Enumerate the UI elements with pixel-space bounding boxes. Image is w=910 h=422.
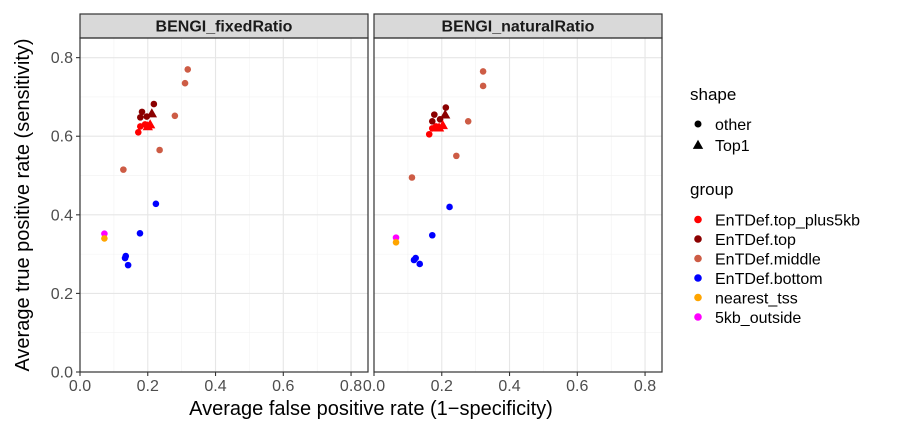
data-point [150,100,158,108]
group-legend-title: group [690,180,733,199]
panel-1: BENGI_fixedRatio 0.0 0.2 0.4 0.6 0.8 [69,13,369,395]
x-tick-label: 0.4 [498,378,520,395]
legend-key-circle [694,120,702,128]
data-point [431,111,438,118]
legend: shape other Top1 group EnTDef.top_plus5kb EnT… [690,85,860,327]
legend-key-color [694,215,702,224]
data-point [392,234,400,241]
legend-key-color [694,254,702,263]
x-tick-label: 0.4 [204,378,226,395]
legend-key-color [694,235,702,243]
legend-key-color [694,293,702,302]
data-point [453,152,460,160]
facet-strip-label: BENGI_fixedRatio [156,19,293,36]
shape-legend-title: shape [690,85,736,104]
data-point [120,166,127,173]
data-point [138,108,146,116]
x-tick-label: 0.2 [431,378,453,395]
y-tick-label: 0.2 [51,286,73,303]
data-point [171,112,179,120]
panel-2: BENGI_naturalRatio 0.0 0.2 0.4 0.6 0.8 [363,13,663,395]
panel-background [374,38,662,372]
data-point [124,261,132,269]
x-tick-label: 0.8 [634,378,656,395]
group-legend-label: EnTDef.middle [715,252,821,269]
facet-strip [79,13,369,39]
panel-background [80,38,368,372]
panel-border [373,37,663,373]
y-tick-label: 0.6 [51,129,73,146]
group-legend-label: EnTDef.top [715,232,796,249]
data-point [425,130,433,138]
y-axis-title: Average true positive rate (sensitivity) [12,38,34,371]
data-point [479,82,487,90]
data-point [137,114,144,121]
legend-key-color [694,313,702,321]
data-point-triangle [437,120,448,130]
facet-strip [373,13,663,39]
x-tick-label: 0.2 [137,378,159,395]
group-legend-label: nearest_tss [715,291,798,308]
data-point [416,260,424,268]
data-point [412,254,419,262]
data-point [101,235,108,242]
data-point-triangle [144,119,156,129]
panel-border [79,37,369,373]
group-legend-label: EnTDef.bottom [715,271,823,288]
data-point [464,118,472,125]
y-tick-label: 0.4 [51,207,73,224]
data-point [479,68,487,75]
group-legend-label: 5kb_outside [715,310,801,327]
legend-key-triangle [692,139,704,149]
facet-strip-label: BENGI_naturalRatio [442,19,595,36]
data-point [136,229,144,237]
data-point [442,104,450,111]
data-point [408,174,416,181]
group-legend-label: EnTDef.top_plus5kb [715,213,860,230]
data-point [446,203,453,211]
y-tick-label: 0.0 [51,365,73,382]
shape-legend-label: other [715,117,752,134]
x-tick-label: 0.6 [272,378,294,395]
x-tick-label: 0.0 [69,378,91,395]
data-point [134,129,142,136]
x-axis-title: Average false positive rate (1−specifici… [189,398,553,420]
data-point [428,231,436,239]
x-tick-label: 0.0 [363,378,385,395]
data-point [156,146,163,154]
data-point [428,118,436,125]
y-tick-label: 0.8 [51,50,73,67]
data-point [392,239,400,246]
data-point [101,230,108,237]
shape-legend-label: Top1 [715,138,750,155]
data-point [181,79,189,87]
x-tick-label: 0.8 [340,378,362,395]
data-point [122,252,130,260]
data-point-triangle [439,109,451,119]
data-point-triangle [146,108,158,118]
data-point [152,200,160,208]
x-tick-label: 0.6 [566,378,588,395]
data-point [184,66,192,73]
legend-key-color [694,274,702,282]
